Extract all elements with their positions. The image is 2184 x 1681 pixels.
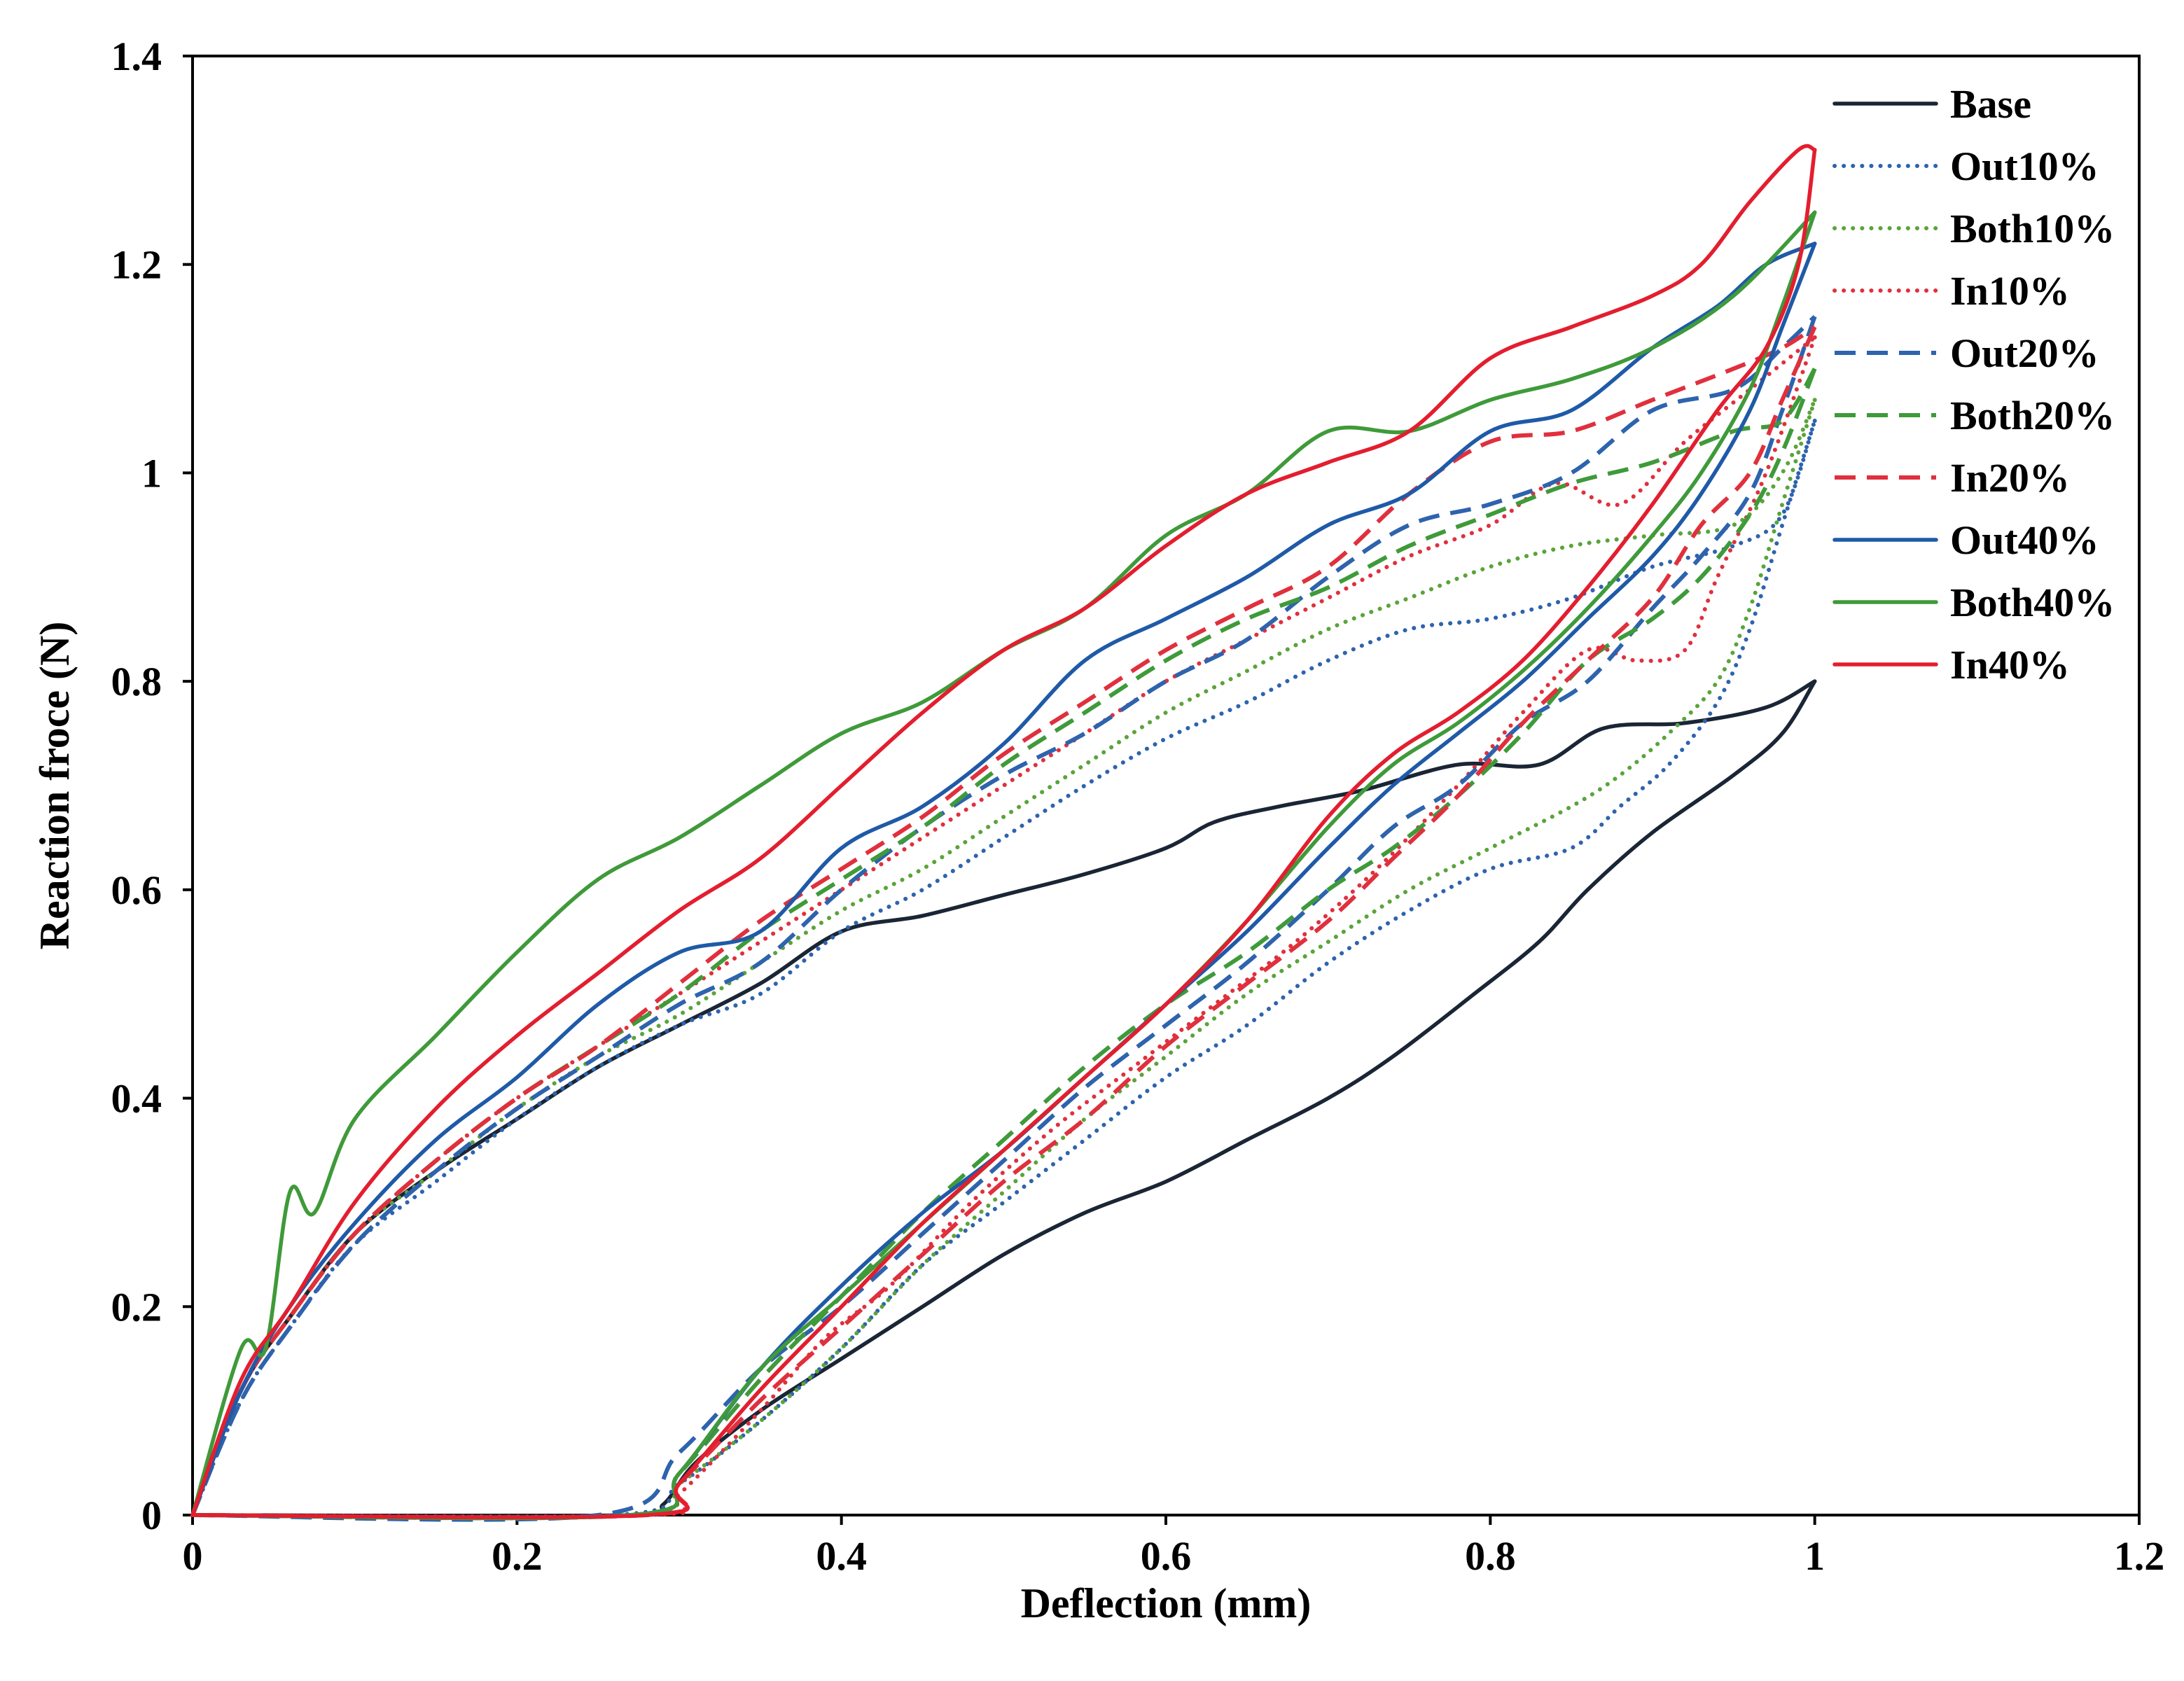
y-tick-label: 0.2 <box>111 1284 162 1330</box>
y-tick-label: 0.8 <box>111 659 162 704</box>
y-axis-ticks: 0 0.2 0.4 0.6 0.8 1 1.2 1.4 <box>111 34 193 1538</box>
x-tick-label: 1.2 <box>2114 1533 2165 1579</box>
series-base <box>190 679 1817 1518</box>
series-out40pct <box>190 242 1817 1521</box>
legend-label-both10pct: Both10% <box>1950 206 2115 251</box>
x-tick-label: 0.6 <box>1141 1533 1192 1579</box>
series-out20pct-unloading-line <box>192 316 1817 1522</box>
x-tick-label: 0.2 <box>492 1533 543 1579</box>
series-layer <box>190 144 1817 1522</box>
legend-label-out40pct: Out40% <box>1950 517 2099 563</box>
legend-label-both40pct: Both40% <box>1950 580 2115 625</box>
plot-area-frame <box>191 55 2141 1516</box>
y-tick-label: 0.6 <box>111 867 162 913</box>
legend-label-out20pct: Out20% <box>1950 330 2099 376</box>
y-tick-label: 0 <box>141 1493 162 1538</box>
series-out40pct-loading-line <box>190 242 1817 1517</box>
y-axis-title: Reaction froce (N) <box>32 622 78 950</box>
legend-label-both20pct: Both20% <box>1950 393 2115 438</box>
x-axis-ticks: 0 0.2 0.4 0.6 0.8 1 1.2 <box>183 1515 2165 1579</box>
series-out20pct <box>190 314 1817 1522</box>
series-base-unloading-line <box>190 679 1817 1518</box>
legend: Base Out10% Both10% In10% Out20% Both20% In20%… <box>1832 81 2115 688</box>
series-out20pct-loading-line <box>190 314 1816 1516</box>
legend-label-in10pct: In10% <box>1950 268 2070 314</box>
series-both10pct-unloading-line <box>190 398 1817 1520</box>
legend-label-in40pct: In40% <box>1950 642 2070 688</box>
legend-label-in20pct: In20% <box>1950 455 2070 501</box>
y-tick-label: 1 <box>141 450 162 496</box>
x-tick-label: 0.4 <box>816 1533 867 1579</box>
y-tick-label: 1.2 <box>111 242 162 288</box>
series-both10pct <box>190 398 1817 1520</box>
legend-label-out10pct: Out10% <box>1950 144 2099 189</box>
series-in10pct-unloading-line <box>190 335 1817 1519</box>
series-out10pct-loading-line <box>190 419 1817 1517</box>
x-tick-label: 0.8 <box>1465 1533 1516 1579</box>
series-base-loading-line <box>190 679 1817 1517</box>
series-both40pct-loading-line <box>190 210 1817 1517</box>
x-axis-title: Deflection (mm) <box>1021 1580 1312 1626</box>
x-tick-label: 1 <box>1804 1533 1825 1579</box>
y-tick-label: 1.4 <box>111 34 162 79</box>
y-tick-label: 0.4 <box>111 1076 162 1122</box>
legend-label-base: Base <box>1950 81 2031 127</box>
series-in40pct-unloading-line <box>190 148 1817 1520</box>
series-in40pct <box>190 144 1817 1520</box>
series-out10pct-unloading-line <box>190 419 1817 1520</box>
series-both10pct-loading-line <box>190 398 1817 1517</box>
series-in10pct <box>190 335 1817 1519</box>
series-in20pct-unloading-line <box>192 326 1817 1520</box>
series-both20pct <box>190 368 1817 1521</box>
series-in20pct-loading-line <box>190 325 1816 1516</box>
series-in10pct-loading-line <box>190 335 1817 1517</box>
series-out40pct-unloading-line <box>190 242 1817 1521</box>
x-tick-label: 0 <box>183 1533 203 1579</box>
series-out10pct <box>190 419 1817 1520</box>
series-in40pct-loading-line <box>190 144 1817 1517</box>
series-in20pct <box>190 325 1817 1520</box>
series-both20pct-unloading-line <box>192 368 1817 1521</box>
series-both20pct-loading-line <box>190 368 1817 1516</box>
